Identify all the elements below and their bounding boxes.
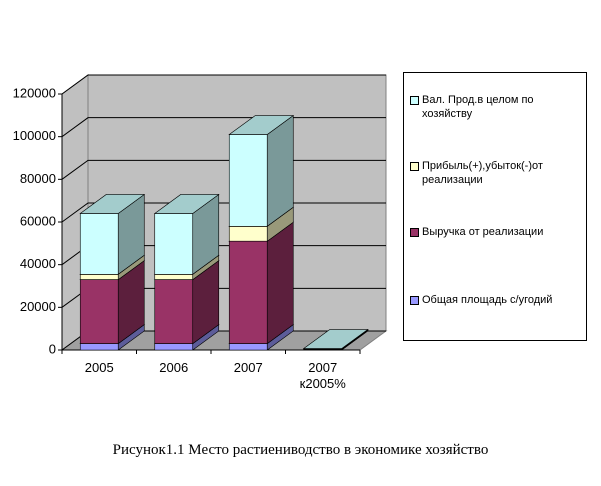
x-tick-label: 2006 — [159, 360, 189, 375]
legend-entry: Прибыль(+),убыток(-)от реализации — [410, 159, 582, 187]
bar-side — [266, 221, 294, 345]
bar-segment — [228, 221, 295, 345]
y-tick-label: 80000 — [20, 171, 56, 186]
legend-entry: Общая площадь с/угодий — [410, 293, 582, 307]
bar-front — [79, 279, 119, 344]
legend-swatch — [410, 162, 419, 171]
bar-segment — [302, 328, 369, 350]
bar-top — [153, 194, 220, 214]
legend-swatch — [410, 96, 419, 105]
bar-front — [228, 240, 268, 344]
y-tick-label: 0 — [49, 341, 56, 356]
bar-front — [79, 343, 119, 351]
x-tick-label: 2005 — [84, 360, 114, 375]
legend-swatch — [410, 228, 419, 237]
bar-segment — [153, 193, 220, 275]
bar-front — [79, 213, 119, 275]
y-tick-label: 20000 — [20, 299, 56, 314]
bar-front — [154, 279, 194, 344]
bar-side — [266, 114, 294, 227]
bar-front — [228, 343, 268, 351]
y-tick-label: 120000 — [13, 85, 56, 100]
bar-front — [154, 213, 194, 275]
y-tick-label: 40000 — [20, 256, 56, 271]
bar-front — [154, 273, 194, 280]
caption: Рисунок1.1 Место растиениводство в эконо… — [112, 442, 489, 458]
legend-entry: Выручка от реализации — [410, 225, 582, 239]
bar-top — [302, 329, 369, 349]
legend: Вал. Прод.в целом по хозяйству Прибыль(+)… — [403, 72, 587, 341]
bar-top — [228, 115, 295, 135]
bar-front — [228, 134, 268, 227]
x-tick-label: 2007 — [233, 360, 263, 375]
legend-swatch — [410, 296, 419, 305]
bar-segment — [228, 114, 295, 227]
grid-line — [61, 74, 386, 95]
bar-front — [79, 273, 119, 280]
bar-front — [154, 343, 194, 351]
bar-front — [228, 225, 268, 242]
x-tick-label: 2007 к2005% — [299, 360, 346, 391]
legend-entry: Вал. Прод.в целом по хозяйству — [410, 93, 582, 121]
bar-segment — [79, 193, 146, 275]
y-tick-label: 60000 — [20, 213, 56, 228]
bar-top — [79, 194, 146, 214]
y-tick-label: 100000 — [13, 128, 56, 143]
